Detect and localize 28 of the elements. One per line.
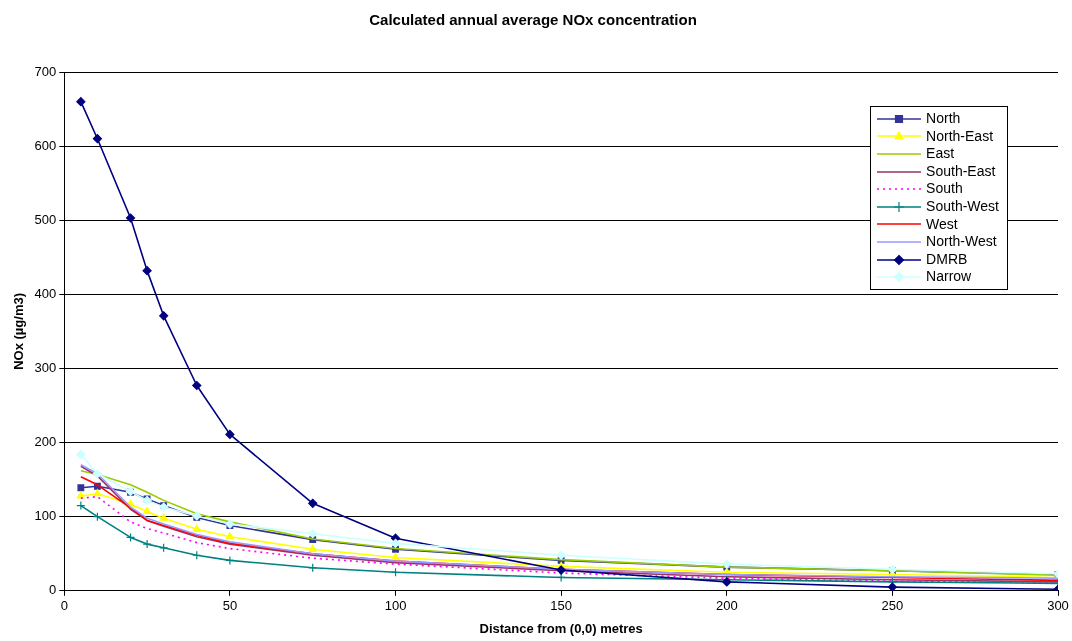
legend-label: South-East <box>926 162 996 181</box>
legend-label: South-West <box>926 197 999 216</box>
legend-label: DMRB <box>926 250 968 269</box>
x-tick-label: 300 <box>1047 598 1069 614</box>
legend-label: North <box>926 110 961 128</box>
chart-title: Calculated annual average NOx concentration <box>369 11 697 29</box>
y-tick-label: 500 <box>34 211 57 227</box>
x-tick-label: 150 <box>550 598 572 614</box>
x-tick-label: 200 <box>715 598 738 614</box>
legend-label: South <box>926 180 963 198</box>
legend-label: North-East <box>926 127 994 146</box>
x-tick-label: 100 <box>384 598 407 614</box>
x-axis-title: Distance from (0,0) metres <box>479 620 643 636</box>
y-tick-label: 100 <box>34 508 57 524</box>
y-tick-label: 700 <box>34 63 57 79</box>
y-tick-label: 400 <box>34 285 57 301</box>
legend-label: North-West <box>926 233 997 251</box>
y-axis-title: NOx (µg/m3) <box>11 292 27 370</box>
x-tick-label: 50 <box>222 598 238 614</box>
y-tick-label: 300 <box>34 360 57 376</box>
legend-label: West <box>926 215 958 234</box>
y-tick-label: 200 <box>34 434 57 450</box>
x-tick-label: 250 <box>881 598 904 614</box>
y-tick-label: 600 <box>34 137 57 153</box>
legend-label: East <box>926 145 955 163</box>
x-tick-label: 0 <box>60 598 68 614</box>
legend-label: Narrow <box>926 268 972 286</box>
y-tick-label: 0 <box>49 582 57 598</box>
